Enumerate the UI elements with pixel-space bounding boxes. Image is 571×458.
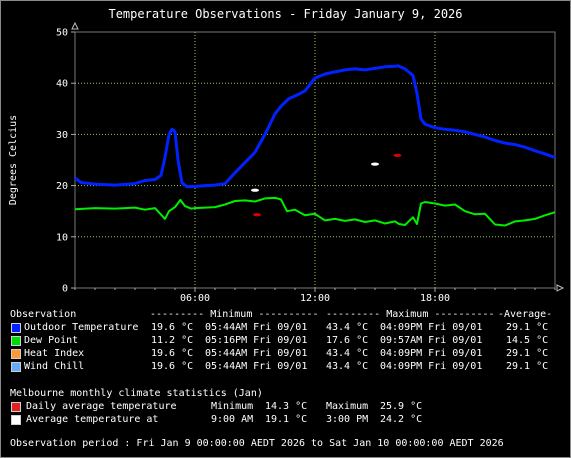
row-average: 14.5 °C [506, 335, 549, 346]
observation-period: Observation period : Fri Jan 9 00:00:00 … [10, 438, 504, 449]
legend-swatch-dew-point [11, 336, 21, 346]
climate-col2-value: 25.9 °C [380, 401, 423, 412]
climate-col2-value: 24.2 °C [380, 414, 423, 425]
climate-marker [371, 162, 379, 166]
climate-col2-label: 3:00 PM [326, 414, 369, 425]
row-label: Wind Chill [24, 361, 85, 372]
row-max-time: 04:09PM Fri 09/01 [380, 361, 483, 372]
row-max-time: 04:09PM Fri 09/01 [380, 322, 483, 333]
row-min-value: 19.6 °C [151, 322, 194, 333]
row-min-value: 11.2 °C [151, 335, 194, 346]
y-axis-arrow [71, 21, 79, 30]
row-min-value: 19.6 °C [151, 361, 194, 372]
row-max-time: 04:09PM Fri 09/01 [380, 348, 483, 359]
chart-title: Temperature Observations - Friday Januar… [108, 7, 463, 21]
row-average: 29.1 °C [506, 348, 549, 359]
climate-row-label: Daily average temperature [26, 401, 177, 412]
climate-row-label: Average temperature at [26, 414, 159, 425]
y-axis-label: Degrees Celcius [8, 115, 19, 205]
plot-background [74, 31, 556, 289]
climate-marker [251, 188, 259, 192]
series-line-dew-point [74, 196, 556, 227]
chart-axes [71, 21, 565, 292]
table-header-minimum: --------- Minimum ---------- [150, 309, 319, 320]
table-header-maximum: --------- Maximum ---------- [326, 309, 495, 320]
climate-col1-value: 14.3 °C [265, 401, 308, 412]
row-min-time: 05:44AM Fri 09/01 [205, 361, 308, 372]
climate-heading: Melbourne monthly climate statistics (Ja… [10, 388, 263, 399]
grid-lines [75, 32, 555, 288]
row-max-value: 17.6 °C [326, 335, 369, 346]
row-min-time: 05:44AM Fri 09/01 [205, 348, 308, 359]
y-tick-label: 40 [56, 79, 68, 90]
climate-swatch-average-at [11, 415, 21, 425]
row-label: Outdoor Temperature [24, 322, 139, 333]
climate-marker [253, 213, 261, 217]
row-label: Dew Point [24, 335, 79, 346]
plot-area [74, 31, 556, 289]
climate-marker [393, 153, 402, 157]
y-tick-label: 50 [56, 28, 68, 39]
climate-col1-label: 9:00 AM [211, 414, 254, 425]
series-lines [74, 64, 556, 227]
x-tick-label: 06:00 [180, 293, 210, 304]
y-tick-label: 30 [56, 130, 68, 141]
climate-col1-value: 19.1 °C [265, 414, 308, 425]
series-line-outdoor-temperature [74, 64, 556, 189]
row-average: 29.1 °C [506, 322, 549, 333]
row-min-value: 19.6 °C [151, 348, 194, 359]
x-axis-arrow [556, 284, 565, 292]
row-max-value: 43.4 °C [326, 322, 369, 333]
y-tick-label: 0 [62, 284, 68, 295]
row-label: Heat Index [24, 348, 85, 359]
x-tick-label: 18:00 [420, 293, 450, 304]
row-max-time: 09:57AM Fri 09/01 [380, 335, 483, 346]
climate-col2-label: Maximum [326, 401, 369, 412]
row-min-time: 05:44AM Fri 09/01 [205, 322, 308, 333]
row-average: 29.1 °C [506, 361, 549, 372]
y-tick-label: 20 [56, 181, 68, 192]
y-tick-label: 10 [56, 232, 68, 243]
legend-swatch-wind-chill [11, 362, 21, 372]
table-header-average: -Average- [498, 309, 553, 320]
x-tick-label: 12:00 [300, 293, 330, 304]
row-max-value: 43.4 °C [326, 348, 369, 359]
row-min-time: 05:16PM Fri 09/01 [205, 335, 308, 346]
legend-swatch-outdoor-temperature [11, 323, 21, 333]
climate-markers [251, 153, 402, 217]
climate-swatch-daily-average [11, 402, 21, 412]
climate-col1-label: Minimum [211, 401, 254, 412]
row-max-value: 43.4 °C [326, 361, 369, 372]
tick-labels: 0 10 20 30 40 50 06:00 12:00 18:00 [56, 28, 556, 304]
legend-swatch-heat-index [11, 349, 21, 359]
table-header-observation: Observation [10, 309, 77, 320]
